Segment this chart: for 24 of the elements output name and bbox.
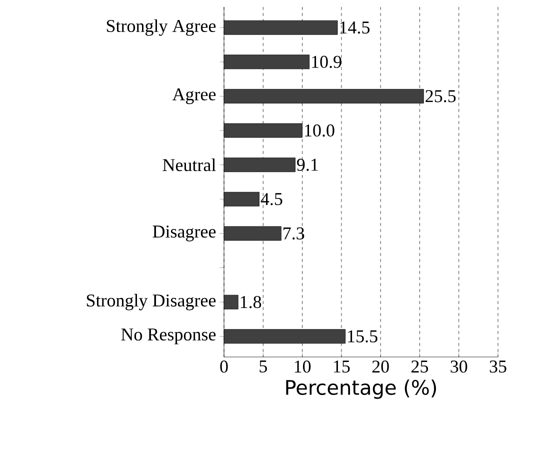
data-label: 10.9 — [312, 56, 342, 68]
y-tick-label: No Response — [121, 328, 216, 344]
data-label: 7.3 — [284, 227, 304, 240]
x-tick-label: 15 — [334, 360, 350, 373]
x-tick-label: 0 — [220, 360, 228, 373]
data-label: 1.8 — [240, 296, 262, 308]
x-tick-label: 30 — [450, 360, 468, 373]
y-tick-label: Disagree — [152, 226, 216, 242]
x-tick-label: 20 — [372, 360, 389, 373]
x-tick-label: 25 — [412, 360, 428, 373]
x-tick-label: 35 — [490, 360, 506, 373]
x-tick-label: 10 — [294, 360, 311, 373]
data-label: 9.1 — [297, 158, 318, 171]
y-tick-label: Strongly Agree — [106, 19, 216, 36]
data-label: 4.5 — [260, 193, 282, 206]
data-label: 25.5 — [426, 90, 456, 102]
y-tick-label: Neutral — [162, 158, 216, 172]
y-tick-label: Agree — [172, 88, 216, 104]
data-label: 14.5 — [340, 22, 370, 34]
x-axis-title: Percentage (%) — [286, 380, 436, 399]
x-tick-label: 5 — [260, 360, 267, 372]
data-label: 10.0 — [305, 124, 334, 137]
y-tick-label: Strongly Disagree — [86, 294, 216, 310]
data-label: 15.5 — [348, 330, 378, 342]
